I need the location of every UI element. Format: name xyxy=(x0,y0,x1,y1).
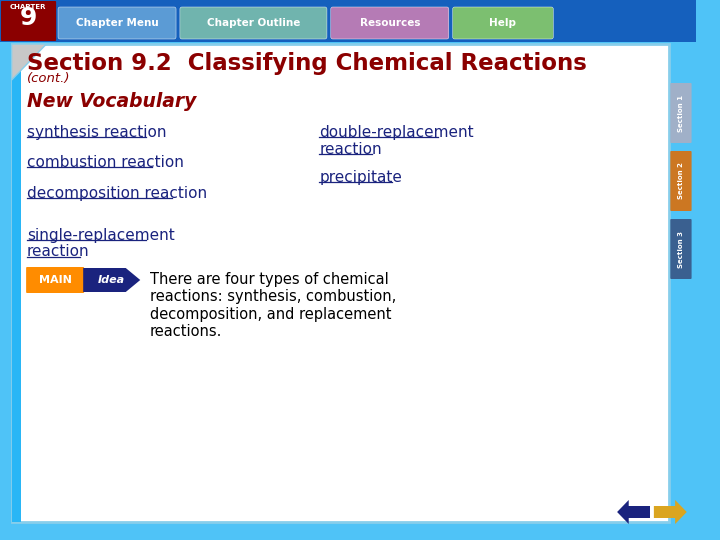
Text: Section 1: Section 1 xyxy=(678,94,684,132)
Text: Section 9.2  Classifying Chemical Reactions: Section 9.2 Classifying Chemical Reactio… xyxy=(27,52,587,75)
FancyBboxPatch shape xyxy=(670,219,692,279)
FancyBboxPatch shape xyxy=(26,267,84,293)
Polygon shape xyxy=(12,44,46,80)
FancyBboxPatch shape xyxy=(670,151,692,211)
Text: synthesis reaction: synthesis reaction xyxy=(27,125,166,140)
FancyBboxPatch shape xyxy=(453,7,553,39)
Text: (cont.): (cont.) xyxy=(27,72,71,85)
Text: There are four types of chemical
reactions: synthesis, combustion,
decomposition: There are four types of chemical reactio… xyxy=(150,272,396,339)
Text: Chapter Menu: Chapter Menu xyxy=(76,18,158,28)
Text: precipitate: precipitate xyxy=(319,170,402,185)
Text: Section 2: Section 2 xyxy=(678,163,684,199)
Text: double-replacement: double-replacement xyxy=(319,125,474,140)
Text: reaction: reaction xyxy=(319,141,382,157)
FancyBboxPatch shape xyxy=(330,7,449,39)
Bar xyxy=(12,44,22,522)
Text: reaction: reaction xyxy=(27,245,90,260)
Text: combustion reaction: combustion reaction xyxy=(27,155,184,170)
Text: New Vocabulary: New Vocabulary xyxy=(27,92,197,111)
Text: single-replacement: single-replacement xyxy=(27,228,175,243)
Bar xyxy=(0,0,696,42)
Text: Help: Help xyxy=(490,18,516,28)
Text: decomposition reaction: decomposition reaction xyxy=(27,186,207,201)
Text: MAIN: MAIN xyxy=(39,275,71,285)
Polygon shape xyxy=(617,500,650,524)
Text: Section 3: Section 3 xyxy=(678,231,684,267)
FancyBboxPatch shape xyxy=(180,7,327,39)
Text: CHAPTER: CHAPTER xyxy=(10,4,46,10)
Text: Resources: Resources xyxy=(359,18,420,28)
FancyBboxPatch shape xyxy=(58,7,176,39)
FancyBboxPatch shape xyxy=(1,1,56,41)
FancyBboxPatch shape xyxy=(670,83,692,143)
Text: 9: 9 xyxy=(19,6,37,30)
Bar xyxy=(12,44,670,522)
Polygon shape xyxy=(654,500,687,524)
Text: Chapter Outline: Chapter Outline xyxy=(207,18,300,28)
Text: Idea: Idea xyxy=(98,275,125,285)
Polygon shape xyxy=(84,268,140,292)
